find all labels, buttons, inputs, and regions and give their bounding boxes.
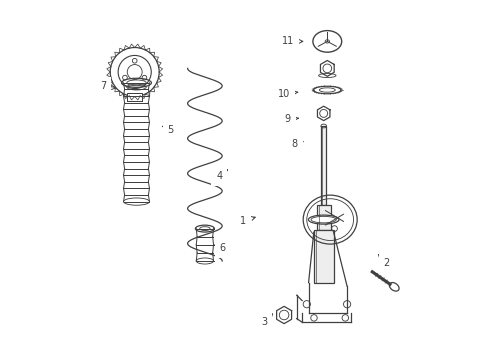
Text: 11: 11 (281, 36, 302, 46)
FancyBboxPatch shape (313, 230, 333, 283)
Text: 10: 10 (277, 89, 297, 99)
Text: 4: 4 (216, 170, 227, 181)
Text: 7: 7 (100, 81, 115, 91)
Text: 3: 3 (261, 314, 272, 327)
Text: 8: 8 (291, 139, 303, 149)
FancyBboxPatch shape (127, 93, 142, 101)
Ellipse shape (195, 225, 214, 232)
Text: 9: 9 (284, 114, 298, 124)
Ellipse shape (308, 215, 338, 224)
FancyBboxPatch shape (321, 126, 325, 205)
Text: 1: 1 (239, 216, 255, 226)
Text: 5: 5 (162, 125, 173, 135)
Ellipse shape (122, 78, 151, 87)
Text: 2: 2 (378, 255, 389, 268)
FancyBboxPatch shape (316, 205, 330, 230)
Text: 6: 6 (214, 243, 225, 253)
